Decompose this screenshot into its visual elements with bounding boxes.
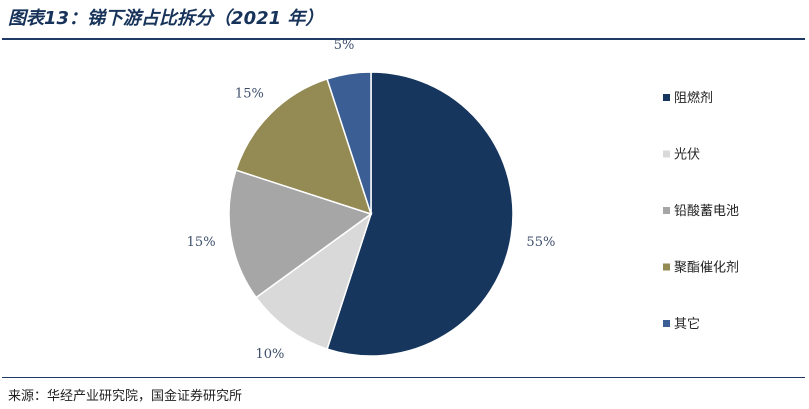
slice-value-label: 15% — [187, 235, 216, 250]
pie-slice-1 — [255, 212, 373, 350]
legend-swatch — [663, 320, 670, 327]
pie-slice-0 — [326, 71, 514, 357]
legend-label: 其它 — [674, 316, 700, 332]
bottom-divider — [2, 377, 805, 378]
slice-value-label: 15% — [235, 86, 264, 101]
legend-swatch — [663, 207, 670, 214]
top-divider — [2, 38, 805, 40]
slice-value-label: 55% — [526, 235, 555, 250]
legend-swatch — [663, 150, 670, 158]
legend-label: 铅酸蓄电池 — [674, 204, 739, 219]
legend-label: 聚酯催化剂 — [674, 261, 739, 276]
legend-label: 阻燃剂 — [674, 90, 713, 106]
slice-value-label: 10% — [255, 347, 284, 362]
legend-label: 光伏 — [674, 148, 700, 163]
chart-title: 图表13：锑下游占比拆分（2021 年） — [8, 8, 324, 29]
pie-slice-2 — [228, 169, 373, 299]
legend-swatch — [663, 263, 670, 271]
legend-swatch — [663, 94, 670, 101]
source-note: 来源：华经产业研究院，国金证券研究所 — [8, 389, 243, 404]
pie-slice-3 — [235, 78, 373, 216]
slice-value-label: 5% — [334, 38, 355, 53]
pie-slice-4 — [326, 71, 372, 215]
